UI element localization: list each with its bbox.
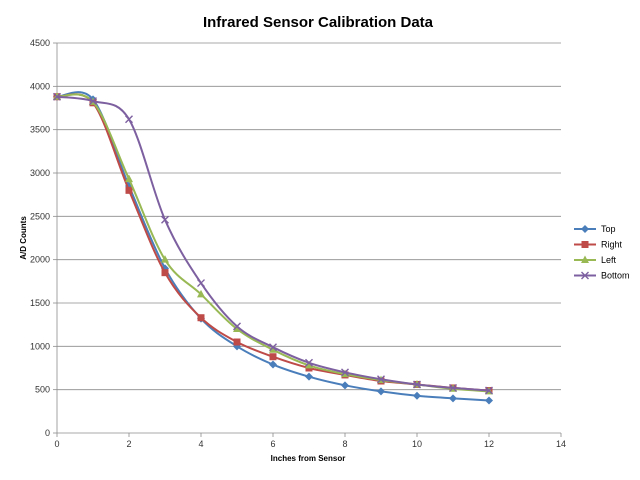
data-point-left bbox=[305, 360, 313, 369]
x-tick-label: 0 bbox=[54, 439, 59, 449]
marker-stroke bbox=[341, 368, 349, 377]
marker-stroke bbox=[53, 92, 61, 101]
legend-label-top: Top bbox=[601, 224, 616, 234]
data-point-right bbox=[125, 186, 133, 194]
y-tick-label: 3500 bbox=[30, 125, 50, 135]
y-tick-label: 4000 bbox=[30, 81, 50, 91]
x-tick-label: 4 bbox=[198, 439, 203, 449]
y-tick-label: 0 bbox=[45, 428, 50, 438]
x-tick-label: 10 bbox=[412, 439, 422, 449]
data-point-bottom bbox=[269, 343, 277, 352]
marker-stroke bbox=[161, 215, 169, 224]
data-point-bottom bbox=[53, 92, 61, 101]
data-point-top bbox=[305, 372, 313, 381]
data-point-bottom bbox=[89, 97, 97, 106]
legend-marker-bottom bbox=[581, 271, 589, 280]
marker-stroke bbox=[269, 343, 277, 352]
legend-entry-bottom: Bottom bbox=[574, 271, 630, 281]
chart-title: Infrared Sensor Calibration Data bbox=[203, 14, 434, 31]
data-point-left bbox=[233, 324, 241, 332]
legend-marker-right bbox=[581, 241, 589, 248]
y-tick-label: 500 bbox=[35, 385, 50, 395]
data-point-top bbox=[413, 391, 421, 400]
legend-entry-left: Left bbox=[574, 255, 617, 265]
data-point-bottom bbox=[413, 380, 421, 389]
marker-stroke bbox=[449, 383, 457, 392]
y-tick-label: 1500 bbox=[30, 298, 50, 308]
data-point-right bbox=[197, 314, 205, 322]
data-point-top bbox=[485, 396, 493, 405]
gridlines bbox=[57, 42, 561, 391]
x-tick-labels: 0 2 4 6 8 10 12 14 bbox=[54, 439, 566, 449]
data-point-top bbox=[269, 360, 277, 369]
x-tick-label: 6 bbox=[270, 439, 275, 449]
x-tick-label: 8 bbox=[342, 439, 347, 449]
data-point-top bbox=[377, 387, 385, 396]
legend-label-right: Right bbox=[601, 240, 623, 250]
data-point-bottom bbox=[125, 115, 133, 124]
data-point-bottom bbox=[305, 358, 313, 367]
data-point-bottom bbox=[341, 368, 349, 377]
series-layer bbox=[53, 91, 493, 405]
y-tick-label: 2000 bbox=[30, 255, 50, 265]
marker-stroke bbox=[89, 97, 97, 106]
marker-stroke bbox=[305, 358, 313, 367]
legend-label-bottom: Bottom bbox=[601, 271, 630, 281]
marker-stroke bbox=[485, 386, 493, 395]
legend-marker-left bbox=[581, 255, 589, 263]
data-point-right bbox=[233, 338, 241, 346]
x-tick-label: 14 bbox=[556, 439, 566, 449]
data-point-left bbox=[269, 345, 277, 353]
marker-stroke bbox=[413, 380, 421, 389]
marker-stroke bbox=[197, 279, 205, 288]
marker-stroke bbox=[581, 271, 589, 280]
series-left bbox=[53, 92, 493, 395]
x-tick-label: 2 bbox=[126, 439, 131, 449]
data-point-left bbox=[161, 255, 169, 263]
y-axis-label: A/D Counts bbox=[19, 216, 28, 260]
marker-stroke bbox=[125, 115, 133, 124]
data-point-top bbox=[449, 394, 457, 403]
y-tick-label: 3000 bbox=[30, 168, 50, 178]
legend-entry-right: Right bbox=[574, 240, 623, 250]
data-point-top bbox=[341, 381, 349, 390]
data-point-right bbox=[161, 269, 169, 277]
data-point-bottom bbox=[485, 386, 493, 395]
legend: Top Right Left Bottom bbox=[574, 224, 630, 281]
legend-marker-top bbox=[581, 225, 589, 233]
data-point-bottom bbox=[377, 375, 385, 384]
data-point-right bbox=[269, 353, 277, 361]
marker-stroke bbox=[233, 322, 241, 331]
data-point-bottom bbox=[233, 322, 241, 331]
y-tick-label: 2500 bbox=[30, 211, 50, 221]
x-tick-label: 12 bbox=[484, 439, 494, 449]
data-point-bottom bbox=[449, 383, 457, 392]
legend-entry-top: Top bbox=[574, 224, 616, 234]
legend-label-left: Left bbox=[601, 255, 617, 265]
data-point-bottom bbox=[161, 215, 169, 224]
axes bbox=[53, 42, 562, 437]
series-bottom bbox=[53, 92, 493, 395]
data-point-left bbox=[125, 174, 133, 183]
y-tick-labels: 0 500 1000 1500 2000 2500 3000 3500 4000 4500 bbox=[30, 38, 50, 438]
marker-stroke bbox=[377, 375, 385, 384]
y-tick-label: 1000 bbox=[30, 341, 50, 351]
data-point-bottom bbox=[197, 279, 205, 288]
y-tick-label: 4500 bbox=[30, 38, 50, 48]
x-axis-label: Inches from Sensor bbox=[271, 454, 346, 463]
data-point-left bbox=[197, 289, 205, 298]
